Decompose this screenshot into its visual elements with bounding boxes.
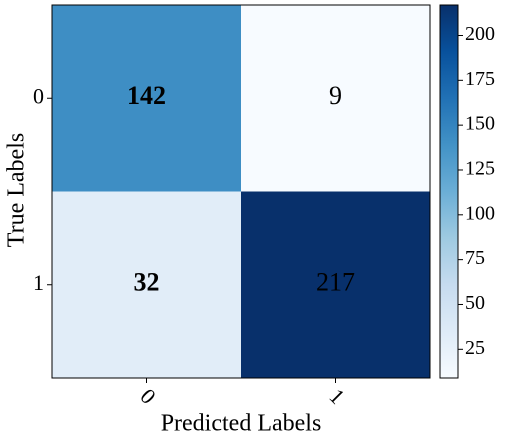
colorbar-tick-label: 200 (465, 23, 495, 45)
y-tick-label: 1 (33, 270, 44, 295)
x-tick-label: 0 (136, 384, 161, 409)
cell-label: 142 (127, 81, 166, 110)
colorbar-tick-label: 175 (465, 68, 495, 90)
cell-label: 217 (316, 268, 355, 297)
colorbar-tick-label: 25 (465, 337, 485, 359)
x-axis-label: Predicted Labels (161, 411, 322, 437)
heatmap-cell (241, 191, 430, 378)
colorbar-tick-label: 150 (465, 113, 495, 135)
heatmap-cell (52, 5, 241, 192)
y-axis-label: True Labels (4, 133, 30, 247)
colorbar-tick-label: 100 (465, 202, 495, 224)
plot-frame (51, 4, 431, 379)
x-tick-label: 1 (325, 384, 350, 409)
colorbar (439, 4, 459, 379)
heatmap-cell (52, 191, 241, 378)
cell-label: 32 (134, 268, 160, 297)
colorbar-tick-label: 50 (465, 292, 485, 314)
y-tick-label: 0 (33, 83, 44, 108)
cell-label: 9 (329, 81, 342, 110)
colorbar-tick-label: 75 (465, 247, 485, 269)
colorbar-tick-label: 125 (465, 158, 495, 180)
heatmap-cell (241, 5, 430, 192)
